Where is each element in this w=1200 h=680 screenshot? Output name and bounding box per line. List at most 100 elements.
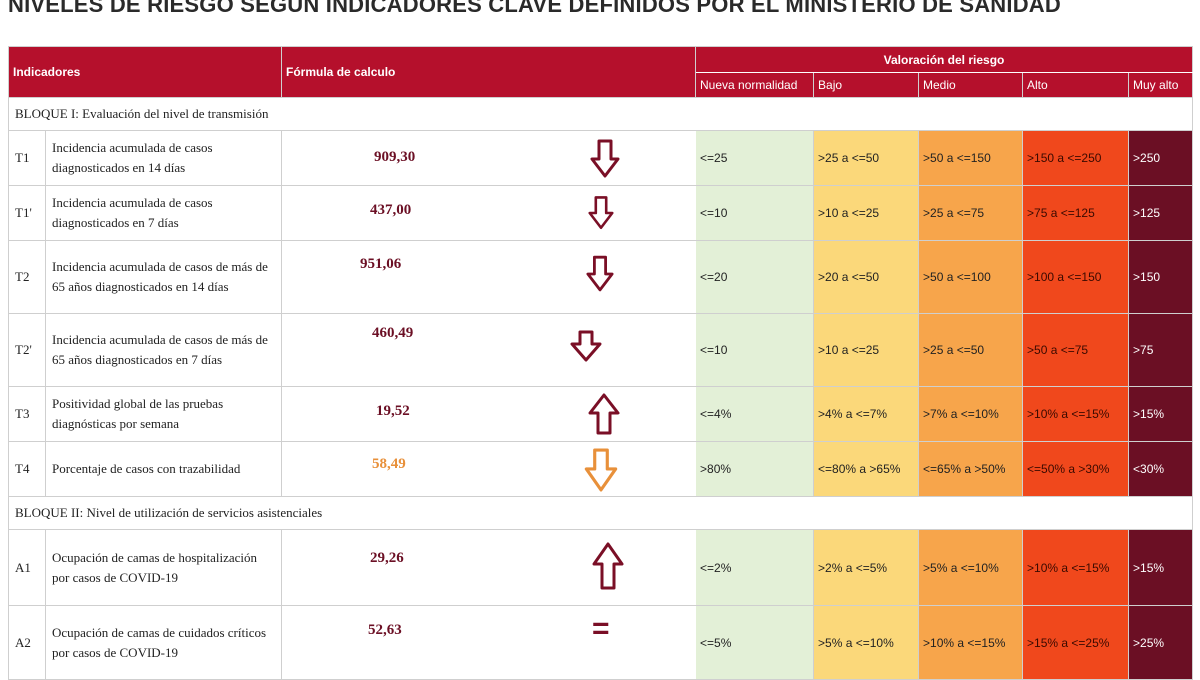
indicator-value: 437,00: [370, 202, 412, 218]
indicator-description: Incidencia acumulada de casos de más de …: [44, 240, 283, 314]
risk-bajo: >10 a <=25: [813, 185, 920, 241]
indicator-code: A2: [8, 605, 46, 680]
risk-alto: >50 a <=75: [1022, 313, 1130, 387]
indicator-value: 58,49: [372, 456, 406, 472]
table-row-a1: A1 Ocupación de camas de hospitalización…: [8, 529, 1194, 606]
risk-muy-alto: >125: [1128, 185, 1194, 241]
risk-bajo: <=80% a >65%: [813, 441, 920, 497]
header-indicadores: Indicadores: [7, 46, 283, 98]
block-title-2: BLOQUE II: Nivel de utilización de servi…: [7, 496, 1194, 530]
value-cell: 460,49: [281, 313, 697, 387]
table-row-t3: T3 Positividad global de las pruebas dia…: [8, 386, 1194, 442]
risk-nueva-normalidad: <=2%: [695, 529, 815, 606]
value-cell: 52,63 =: [281, 605, 697, 680]
indicator-code: T3: [8, 386, 46, 442]
indicator-value: 460,49: [372, 325, 414, 341]
table-row-a2: A2 Ocupación de camas de cuidados crític…: [8, 605, 1194, 680]
risk-nueva-normalidad: <=5%: [695, 605, 815, 680]
indicator-code: T4: [8, 441, 46, 497]
header-valoracion: Valoración del riesgo: [695, 46, 1194, 73]
header-level-medio: Medio: [918, 72, 1024, 98]
indicator-value: 909,30: [374, 149, 416, 165]
risk-medio: >25 a <=75: [918, 185, 1024, 241]
arrow-down-icon: [588, 196, 614, 230]
arrow-down-icon: [586, 255, 614, 292]
risk-bajo: >5% a <=10%: [813, 605, 920, 680]
indicator-value: 19,52: [376, 403, 410, 419]
header-formula: Fórmula de calculo: [281, 46, 697, 98]
risk-alto: >100 a <=150: [1022, 240, 1130, 314]
indicator-value: 52,63: [368, 622, 402, 638]
risk-medio: >10% a <=15%: [918, 605, 1024, 680]
risk-alto: <=50% a >30%: [1022, 441, 1130, 497]
indicator-code: T2: [8, 240, 46, 314]
risk-alto: >10% a <=15%: [1022, 386, 1130, 442]
equals-icon: =: [592, 612, 610, 645]
table-row-t2-prime: T2' Incidencia acumulada de casos de más…: [8, 313, 1194, 387]
risk-muy-alto: >75: [1128, 313, 1194, 387]
table-row-t4: T4 Porcentaje de casos con trazabilidad …: [8, 441, 1194, 497]
indicator-code: T1: [8, 130, 46, 186]
risk-muy-alto: <30%: [1128, 441, 1194, 497]
risk-muy-alto: >250: [1128, 130, 1194, 186]
risk-alto: >150 a <=250: [1022, 130, 1130, 186]
risk-table-container: Indicadores Fórmula de calculo Valoració…: [7, 46, 1194, 680]
block-row-1: BLOQUE I: Evaluación del nivel de transm…: [7, 97, 1194, 131]
indicator-value: 29,26: [370, 550, 404, 566]
value-cell: 951,06: [281, 240, 697, 314]
block-title-1: BLOQUE I: Evaluación del nivel de transm…: [7, 97, 1194, 131]
indicator-code: A1: [8, 529, 46, 606]
risk-bajo: >2% a <=5%: [813, 529, 920, 606]
risk-medio: >5% a <=10%: [918, 529, 1024, 606]
risk-muy-alto: >15%: [1128, 529, 1194, 606]
risk-alto: >10% a <=15%: [1022, 529, 1130, 606]
page-title: NIVELES DE RIESGO SEGÚN INDICADORES CLAV…: [8, 0, 1061, 17]
risk-medio: >50 a <=100: [918, 240, 1024, 314]
risk-bajo: >10 a <=25: [813, 313, 920, 387]
value-cell: 437,00: [281, 185, 697, 241]
indicator-description: Ocupación de camas de hospitalización po…: [44, 529, 283, 606]
value-cell: 19,52: [281, 386, 697, 442]
block-row-2: BLOQUE II: Nivel de utilización de servi…: [7, 496, 1194, 530]
risk-alto: >15% a <=25%: [1022, 605, 1130, 680]
header-level-bajo: Bajo: [813, 72, 920, 98]
risk-nueva-normalidad: <=4%: [695, 386, 815, 442]
arrow-up-icon: [588, 393, 620, 435]
header-level-alto: Alto: [1022, 72, 1130, 98]
risk-bajo: >4% a <=7%: [813, 386, 920, 442]
risk-bajo: >25 a <=50: [813, 130, 920, 186]
indicator-description: Incidencia acumulada de casos de más de …: [44, 313, 283, 387]
risk-medio: >7% a <=10%: [918, 386, 1024, 442]
header-level-nueva-normalidad: Nueva normalidad: [695, 72, 815, 98]
indicator-description: Incidencia acumulada de casos diagnostic…: [44, 130, 283, 186]
risk-nueva-normalidad: <=20: [695, 240, 815, 314]
risk-nueva-normalidad: <=25: [695, 130, 815, 186]
indicator-description: Incidencia acumulada de casos diagnostic…: [44, 185, 283, 241]
arrow-down-icon: [590, 139, 620, 178]
risk-medio: >25 a <=50: [918, 313, 1024, 387]
arrow-down-orange-icon: [584, 448, 618, 492]
value-cell: 909,30: [281, 130, 697, 186]
indicator-code: T1': [8, 185, 46, 241]
risk-nueva-normalidad: >80%: [695, 441, 815, 497]
indicator-description: Positividad global de las pruebas diagnó…: [44, 386, 283, 442]
risk-medio: <=65% a >50%: [918, 441, 1024, 497]
indicator-description: Ocupación de camas de cuidados críticos …: [44, 605, 283, 680]
risk-muy-alto: >150: [1128, 240, 1194, 314]
risk-nueva-normalidad: <=10: [695, 313, 815, 387]
risk-muy-alto: >25%: [1128, 605, 1194, 680]
table-row-t1-prime: T1' Incidencia acumulada de casos diagno…: [8, 185, 1194, 241]
risk-nueva-normalidad: <=10: [695, 185, 815, 241]
indicator-code: T2': [8, 313, 46, 387]
table-row-t2: T2 Incidencia acumulada de casos de más …: [8, 240, 1194, 314]
risk-muy-alto: >15%: [1128, 386, 1194, 442]
risk-medio: >50 a <=150: [918, 130, 1024, 186]
value-cell: 29,26: [281, 529, 697, 606]
header-level-muy-alto: Muy alto: [1128, 72, 1194, 98]
indicator-value: 951,06: [360, 256, 402, 272]
risk-bajo: >20 a <=50: [813, 240, 920, 314]
risk-table: Indicadores Fórmula de calculo Valoració…: [7, 46, 1194, 680]
indicator-description: Porcentaje de casos con trazabilidad: [44, 441, 283, 497]
arrow-up-icon: [592, 542, 624, 590]
table-row-t1: T1 Incidencia acumulada de casos diagnos…: [8, 130, 1194, 186]
